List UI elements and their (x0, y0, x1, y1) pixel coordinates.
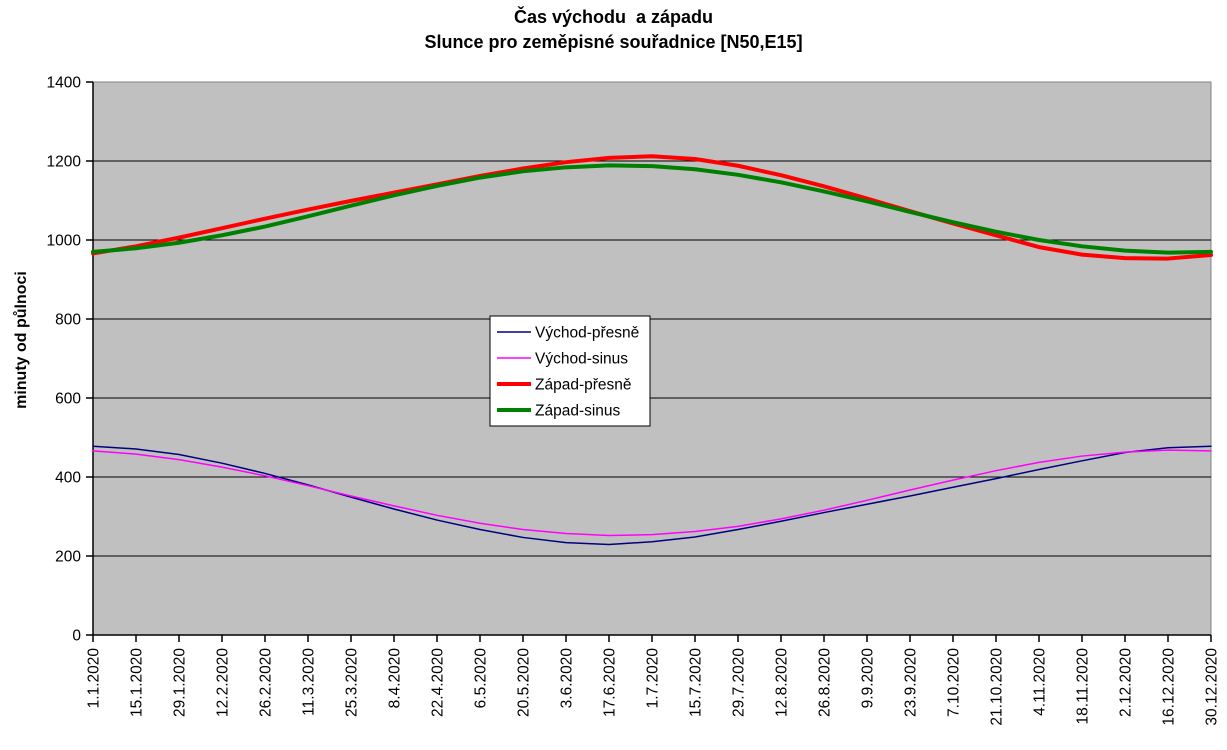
x-tick-label: 1.1.2020 (86, 648, 103, 709)
y-tick-label: 0 (72, 628, 81, 645)
x-tick-label: 7.10.2020 (946, 648, 963, 717)
y-axis-title: minuty od půlnoci (13, 271, 30, 409)
x-tick-label: 22.4.2020 (430, 648, 447, 717)
chart-subtitle: Slunce pro zeměpisné souřadnice [N50,E15… (424, 32, 803, 52)
x-tick-label: 8.4.2020 (387, 648, 404, 709)
x-tick-label: 16.12.2020 (1161, 648, 1178, 726)
series-line-vychod-presne (92, 445, 1212, 546)
x-tick-label: 12.2.2020 (215, 648, 232, 717)
x-tick-label: 29.7.2020 (731, 648, 748, 717)
y-tick-label: 1000 (47, 233, 82, 250)
x-tick-label: 1.7.2020 (645, 648, 662, 709)
x-tick-label: 26.8.2020 (817, 648, 834, 717)
x-tick-label: 18.11.2020 (1075, 648, 1092, 725)
chart-title: Čas východu a západu (513, 7, 714, 27)
y-tick-label: 1400 (47, 75, 82, 92)
x-tick-label: 23.9.2020 (903, 648, 920, 717)
y-tick-label: 1200 (47, 154, 82, 171)
series-line-zapad-presne (91, 154, 1213, 261)
legend-label-vychod-presne: Východ-přesně (535, 325, 639, 342)
series-line-vychod-sinus (92, 449, 1212, 537)
legend-label-vychod-sinus: Východ-sinus (535, 351, 628, 368)
x-tick-label: 9.9.2020 (860, 648, 877, 709)
x-tick-label: 30.12.2020 (1204, 648, 1221, 726)
x-tick-label: 15.7.2020 (688, 648, 705, 717)
x-tick-label: 3.6.2020 (559, 648, 576, 709)
y-tick-label: 800 (55, 312, 81, 329)
y-tick-label: 400 (55, 470, 81, 487)
y-tick-label: 200 (55, 549, 81, 566)
x-tick-label: 20.5.2020 (516, 648, 533, 717)
x-tick-label: 21.10.2020 (989, 648, 1006, 726)
series-line-zapad-sinus (91, 163, 1213, 255)
legend-label-zapad-sinus: Západ-sinus (535, 403, 621, 420)
x-tick-label: 17.6.2020 (602, 648, 619, 717)
x-tick-label: 12.8.2020 (774, 648, 791, 717)
x-tick-label: 4.11.2020 (1032, 648, 1049, 716)
x-tick-label: 26.2.2020 (258, 648, 275, 717)
x-tick-label: 2.12.2020 (1118, 648, 1135, 717)
x-tick-label: 15.1.2020 (129, 648, 146, 717)
legend-label-zapad-presne: Západ-přesně (535, 377, 632, 394)
x-tick-label: 11.3.2020 (301, 648, 318, 716)
x-tick-label: 29.1.2020 (172, 648, 189, 717)
legend-box (489, 315, 651, 427)
x-tick-label: 6.5.2020 (473, 648, 490, 709)
plot-area (92, 81, 1212, 636)
x-tick-label: 25.3.2020 (344, 648, 361, 717)
y-tick-label: 600 (55, 391, 81, 408)
